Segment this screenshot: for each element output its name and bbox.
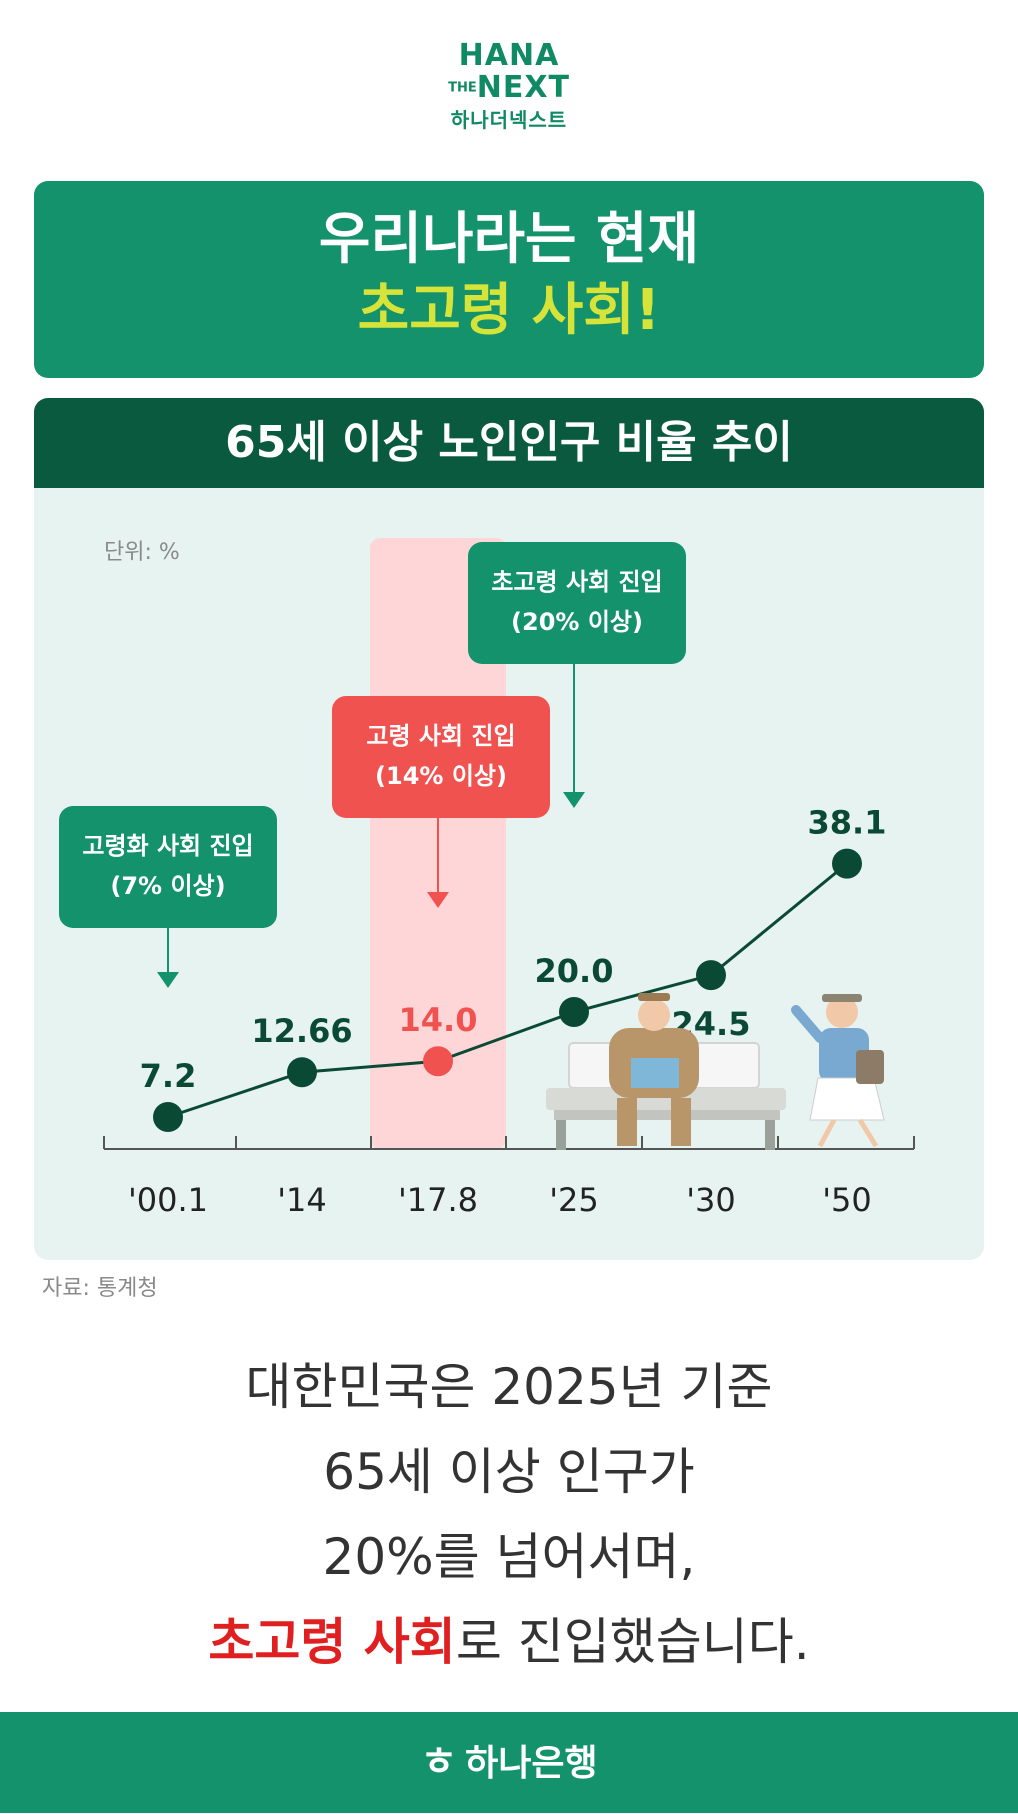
logo-line2-small: THE (448, 80, 477, 96)
line-chart: 단위: % '00.1 '14 '17.8 '25 '30 '50 7.2 12.66 14.0 2… (59, 538, 915, 1219)
data-point (832, 848, 862, 879)
x-tick-label: '25 (549, 1181, 599, 1219)
x-tick-label: '50 (822, 1181, 872, 1219)
woman-arm (791, 1005, 825, 1043)
callout-box (468, 542, 686, 664)
summary-line4: 초고령 사회로 진입했습니다. (0, 1600, 1018, 1685)
summary-line2: 65세 이상 인구가 (323, 1443, 695, 1501)
headline-line1: 우리나라는 현재 (318, 207, 700, 272)
callout-subtitle: (7% 이상) (110, 872, 225, 900)
hana-the-next-logo: HANA THENEXT 하나더넥스트 (0, 40, 1018, 135)
callout-title: 고령 사회 진입 (366, 722, 515, 750)
callout-arrow-head (157, 972, 179, 988)
data-label: 14.0 (399, 1001, 478, 1039)
callout-subtitle: (14% 이상) (375, 762, 507, 790)
summary-line4-rest: 로 진입했습니다. (455, 1613, 810, 1671)
bench-leg (765, 1120, 775, 1150)
logo-line2-main: NEXT (476, 70, 570, 105)
source-note: 자료: 통계청 (42, 1276, 158, 1301)
hana-bank-logo-icon: ㅎ (420, 1739, 458, 1785)
data-label: 12.66 (251, 1012, 352, 1050)
data-point (153, 1102, 183, 1132)
woman-head (826, 996, 858, 1028)
man-leg (671, 1098, 691, 1146)
summary-line1: 대한민국은 2025년 기준 (245, 1358, 773, 1416)
data-label: 7.2 (140, 1057, 197, 1095)
callout-title: 고령화 사회 진입 (82, 832, 253, 860)
callout-box (332, 696, 550, 818)
man-hat (638, 993, 670, 1001)
data-point (423, 1046, 453, 1077)
callout-arrow-head (427, 892, 449, 908)
data-point (696, 960, 726, 991)
chart-title: 65세 이상 노인인구 비율 추이 (34, 398, 984, 488)
logo-line3: 하나더넥스트 (450, 107, 568, 132)
data-label: 38.1 (808, 804, 887, 842)
woman-hat (822, 994, 862, 1002)
summary-line3: 20%를 넘어서며, (322, 1528, 696, 1586)
bench-frame (554, 1110, 780, 1120)
data-point (559, 997, 589, 1028)
x-tick-label: '00.1 (128, 1181, 208, 1219)
footer-label: 하나은행 (465, 1743, 598, 1784)
unit-label: 단위: % (104, 540, 180, 565)
man-leg (617, 1098, 637, 1146)
footer-bar: ㅎ 하나은행 (0, 1712, 1018, 1813)
callout-arrow-head (563, 792, 585, 808)
bench-leg (556, 1120, 566, 1150)
chart-panel: 단위: % '00.1 '14 '17.8 '25 '30 '50 7.2 12.66 14.0 2… (34, 398, 984, 1260)
man-book (631, 1058, 679, 1088)
logo-line2: THENEXT (0, 72, 1018, 105)
callout-title: 초고령 사회 진입 (491, 568, 662, 596)
x-tick-label: '30 (686, 1181, 736, 1219)
data-point (287, 1057, 317, 1088)
woman-skirt (809, 1077, 885, 1121)
series-line (167, 862, 848, 1119)
x-tick-label: '17.8 (398, 1181, 478, 1219)
x-tick-label: '14 (277, 1181, 327, 1219)
callout-subtitle: (20% 이상) (511, 608, 643, 636)
logo-line1: HANA (458, 38, 560, 73)
woman-leg (857, 1118, 879, 1148)
callout-box (59, 806, 277, 928)
data-label: 20.0 (535, 952, 614, 990)
bench-seat (546, 1088, 786, 1110)
headline-banner: 우리나라는 현재 초고령 사회! (34, 181, 984, 378)
woman-bag (856, 1050, 884, 1084)
man-head (638, 999, 670, 1031)
headline-line2: 초고령 사회! (357, 278, 661, 343)
summary-text: 대한민국은 2025년 기준 65세 이상 인구가 20%를 넘어서며, 초고령… (0, 1345, 1018, 1685)
woman-leg (817, 1118, 837, 1148)
summary-highlight: 초고령 사회 (208, 1613, 456, 1671)
